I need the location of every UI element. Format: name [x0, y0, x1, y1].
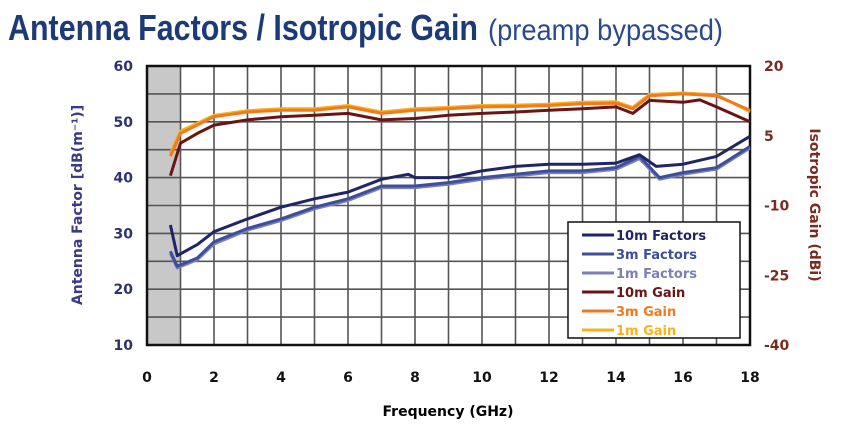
left-y-tick-label: 40: [114, 171, 134, 187]
x-tick-label: 12: [539, 370, 558, 386]
x-tick-label: 2: [209, 370, 219, 386]
legend-entry: 1m Factors: [616, 267, 697, 282]
x-tick-label: 14: [606, 370, 626, 386]
right-y-tick-label: 5: [764, 129, 774, 145]
legend: 10m Factors 3m Factors 1m Factors 10m Gain 3…: [567, 221, 741, 339]
right-y-tick-label: 20: [764, 59, 784, 75]
legend-box: [567, 221, 741, 339]
left-y-tick-label: 50: [114, 115, 134, 131]
x-tick-label: 16: [673, 370, 692, 386]
series-line-10m-gain: [168, 98, 751, 177]
series-line-3m-factors: [169, 145, 751, 268]
x-tick-label: 18: [740, 370, 759, 386]
right-y-tick-label: -10: [764, 199, 790, 215]
legend-entry: 10m Gain: [616, 286, 685, 301]
left-y-tick-label: 10: [114, 338, 134, 354]
left-y-tick-label: 30: [114, 226, 134, 242]
chart-title: Antenna Factors / Isotropic Gain: [8, 7, 478, 48]
left-y-tick-label: 20: [114, 282, 134, 298]
series-line-10m-factors: [168, 135, 751, 258]
left-y-tick-label: 60: [114, 59, 134, 75]
x-tick-label: 4: [276, 370, 286, 386]
plot-frame: [145, 64, 752, 347]
legend-entry: 3m Gain: [616, 305, 676, 320]
left-axis-label: Antenna Factor [dB(m⁻¹)]: [70, 105, 86, 305]
x-tick-label: 6: [343, 370, 353, 386]
right-axis-label: Isotropic Gain (dBi): [806, 128, 822, 281]
x-axis-label: Frequency (GHz): [383, 404, 514, 420]
x-tick-label: 8: [410, 370, 420, 386]
x-tick-label: 0: [142, 370, 152, 386]
series-line-3m-gain: [169, 92, 751, 157]
right-y-tick-label: -25: [764, 268, 789, 284]
legend-entry: 1m Gain: [616, 324, 676, 339]
legend-entry: 3m Factors: [616, 248, 697, 263]
x-tick-label: 10: [472, 370, 492, 386]
legend-entry: 10m Factors: [616, 229, 706, 244]
right-y-tick-label: -40: [764, 338, 790, 354]
chart-subtitle: (preamp bypassed): [488, 14, 723, 47]
